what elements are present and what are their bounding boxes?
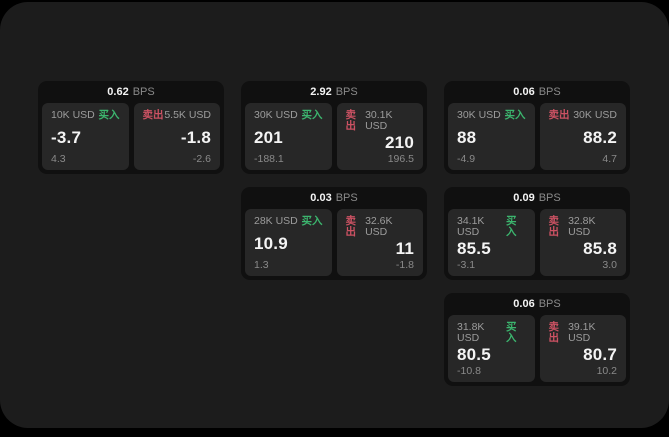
buy-price: 80.5 [457, 344, 491, 364]
sell-panel[interactable]: 卖出 32.6K USD 11 -1.8 [336, 209, 423, 276]
buy-panel[interactable]: 31.8K USD 买入 80.5 -10.8 [448, 315, 535, 382]
buy-side-label: 买入 [505, 321, 517, 344]
spread-value: 0.06 [513, 86, 535, 98]
buy-price: 10.9 [254, 233, 288, 253]
spread-unit: BPS [132, 86, 155, 98]
sell-side-label: 卖出 [345, 109, 357, 132]
sell-panel[interactable]: 卖出 30K USD 88.2 4.7 [539, 103, 626, 170]
buy-price: 85.5 [457, 238, 491, 258]
sell-size: 5.5K USD [164, 109, 211, 121]
quote-panels: 30K USD 买入 88 -4.9 卖出 30K USD 88.2 4.7 [448, 103, 626, 170]
spread-value: 0.06 [513, 298, 535, 310]
sell-size: 30.1K USD [365, 109, 393, 132]
spread-unit: BPS [335, 86, 358, 98]
buy-change: -188.1 [254, 152, 284, 165]
buy-size: 30K USD [254, 109, 298, 121]
quote-panels: 31.8K USD 买入 80.5 -10.8 卖出 39.1K USD 80.… [448, 315, 626, 382]
quote-card: 2.92 BPS 30K USD 买入 201 -188.1 卖出 30.1K … [241, 81, 427, 174]
buy-panel[interactable]: 28K USD 买入 10.9 1.3 [245, 209, 332, 276]
buy-size: 28K USD [254, 215, 298, 227]
sell-panel[interactable]: 卖出 39.1K USD 80.7 10.2 [539, 315, 626, 382]
spread-value: 0.03 [310, 192, 332, 204]
sell-side-label: 卖出 [142, 109, 164, 121]
spread-unit: BPS [538, 192, 561, 204]
sell-side-label: 卖出 [548, 321, 560, 344]
buy-price: 88 [457, 127, 477, 147]
sell-side-label: 卖出 [548, 215, 560, 238]
spread-unit: BPS [538, 298, 561, 310]
buy-size: 10K USD [51, 109, 95, 121]
spread-unit: BPS [335, 192, 358, 204]
sell-price: -1.8 [180, 127, 211, 147]
quote-card: 0.06 BPS 31.8K USD 买入 80.5 -10.8 卖出 39.1… [444, 293, 630, 386]
buy-price: 201 [254, 127, 283, 147]
spread-header: 0.62 BPS [38, 81, 224, 103]
buy-change: -4.9 [457, 152, 476, 165]
quote-panels: 10K USD 买入 -3.7 4.3 卖出 5.5K USD -1.8 -2.… [42, 103, 220, 170]
sell-size: 32.8K USD [568, 215, 596, 238]
sell-side-label: 卖出 [548, 109, 570, 121]
spread-header: 0.03 BPS [241, 187, 427, 209]
buy-change: -3.1 [457, 258, 476, 271]
buy-change: 1.3 [254, 258, 269, 271]
spread-header: 0.06 BPS [444, 293, 630, 315]
sell-panel[interactable]: 卖出 32.8K USD 85.8 3.0 [539, 209, 626, 276]
sell-size: 32.6K USD [365, 215, 393, 238]
quote-card: 0.62 BPS 10K USD 买入 -3.7 4.3 卖出 5.5K USD [38, 81, 224, 174]
sell-side-label: 卖出 [345, 215, 357, 238]
sell-price: 85.8 [583, 238, 617, 258]
buy-side-label: 买入 [301, 215, 323, 227]
quote-card: 0.09 BPS 34.1K USD 买入 85.5 -3.1 卖出 32.8K… [444, 187, 630, 280]
sell-change: 196.5 [387, 152, 414, 165]
buy-side-label: 买入 [505, 215, 517, 238]
spread-value: 0.09 [513, 192, 535, 204]
spread-value: 0.62 [107, 86, 129, 98]
quote-panels: 30K USD 买入 201 -188.1 卖出 30.1K USD 210 1… [245, 103, 423, 170]
sell-change: -1.8 [395, 258, 414, 271]
spread-unit: BPS [538, 86, 561, 98]
sell-change: 10.2 [596, 364, 617, 377]
buy-side-label: 买入 [98, 109, 120, 121]
buy-panel[interactable]: 30K USD 买入 88 -4.9 [448, 103, 535, 170]
spread-header: 0.06 BPS [444, 81, 630, 103]
buy-panel[interactable]: 30K USD 买入 201 -188.1 [245, 103, 332, 170]
sell-change: 3.0 [602, 258, 617, 271]
sell-panel[interactable]: 卖出 5.5K USD -1.8 -2.6 [133, 103, 220, 170]
buy-panel[interactable]: 10K USD 买入 -3.7 4.3 [42, 103, 129, 170]
sell-price: 11 [395, 238, 414, 258]
buy-panel[interactable]: 34.1K USD 买入 85.5 -3.1 [448, 209, 535, 276]
quote-panels: 34.1K USD 买入 85.5 -3.1 卖出 32.8K USD 85.8… [448, 209, 626, 276]
spread-header: 0.09 BPS [444, 187, 630, 209]
spread-header: 2.92 BPS [241, 81, 427, 103]
quote-card: 0.06 BPS 30K USD 买入 88 -4.9 卖出 30K USD [444, 81, 630, 174]
buy-side-label: 买入 [301, 109, 323, 121]
quote-card: 0.03 BPS 28K USD 买入 10.9 1.3 卖出 32.6K US… [241, 187, 427, 280]
sell-panel[interactable]: 卖出 30.1K USD 210 196.5 [336, 103, 423, 170]
app-surface: 0.62 BPS 10K USD 买入 -3.7 4.3 卖出 5.5K USD [0, 2, 669, 428]
sell-price: 80.7 [583, 344, 617, 364]
buy-size: 31.8K USD [457, 321, 485, 344]
sell-change: -2.6 [192, 152, 211, 165]
sell-price: 88.2 [583, 127, 617, 147]
sell-size: 30K USD [573, 109, 617, 121]
sell-change: 4.7 [602, 152, 617, 165]
sell-price: 210 [385, 132, 414, 152]
buy-side-label: 买入 [504, 109, 526, 121]
buy-size: 34.1K USD [457, 215, 485, 238]
spread-value: 2.92 [310, 86, 332, 98]
buy-change: 4.3 [51, 152, 66, 165]
buy-change: -10.8 [457, 364, 481, 377]
buy-size: 30K USD [457, 109, 501, 121]
sell-size: 39.1K USD [568, 321, 596, 344]
buy-price: -3.7 [51, 127, 82, 147]
quote-panels: 28K USD 买入 10.9 1.3 卖出 32.6K USD 11 -1.8 [245, 209, 423, 276]
